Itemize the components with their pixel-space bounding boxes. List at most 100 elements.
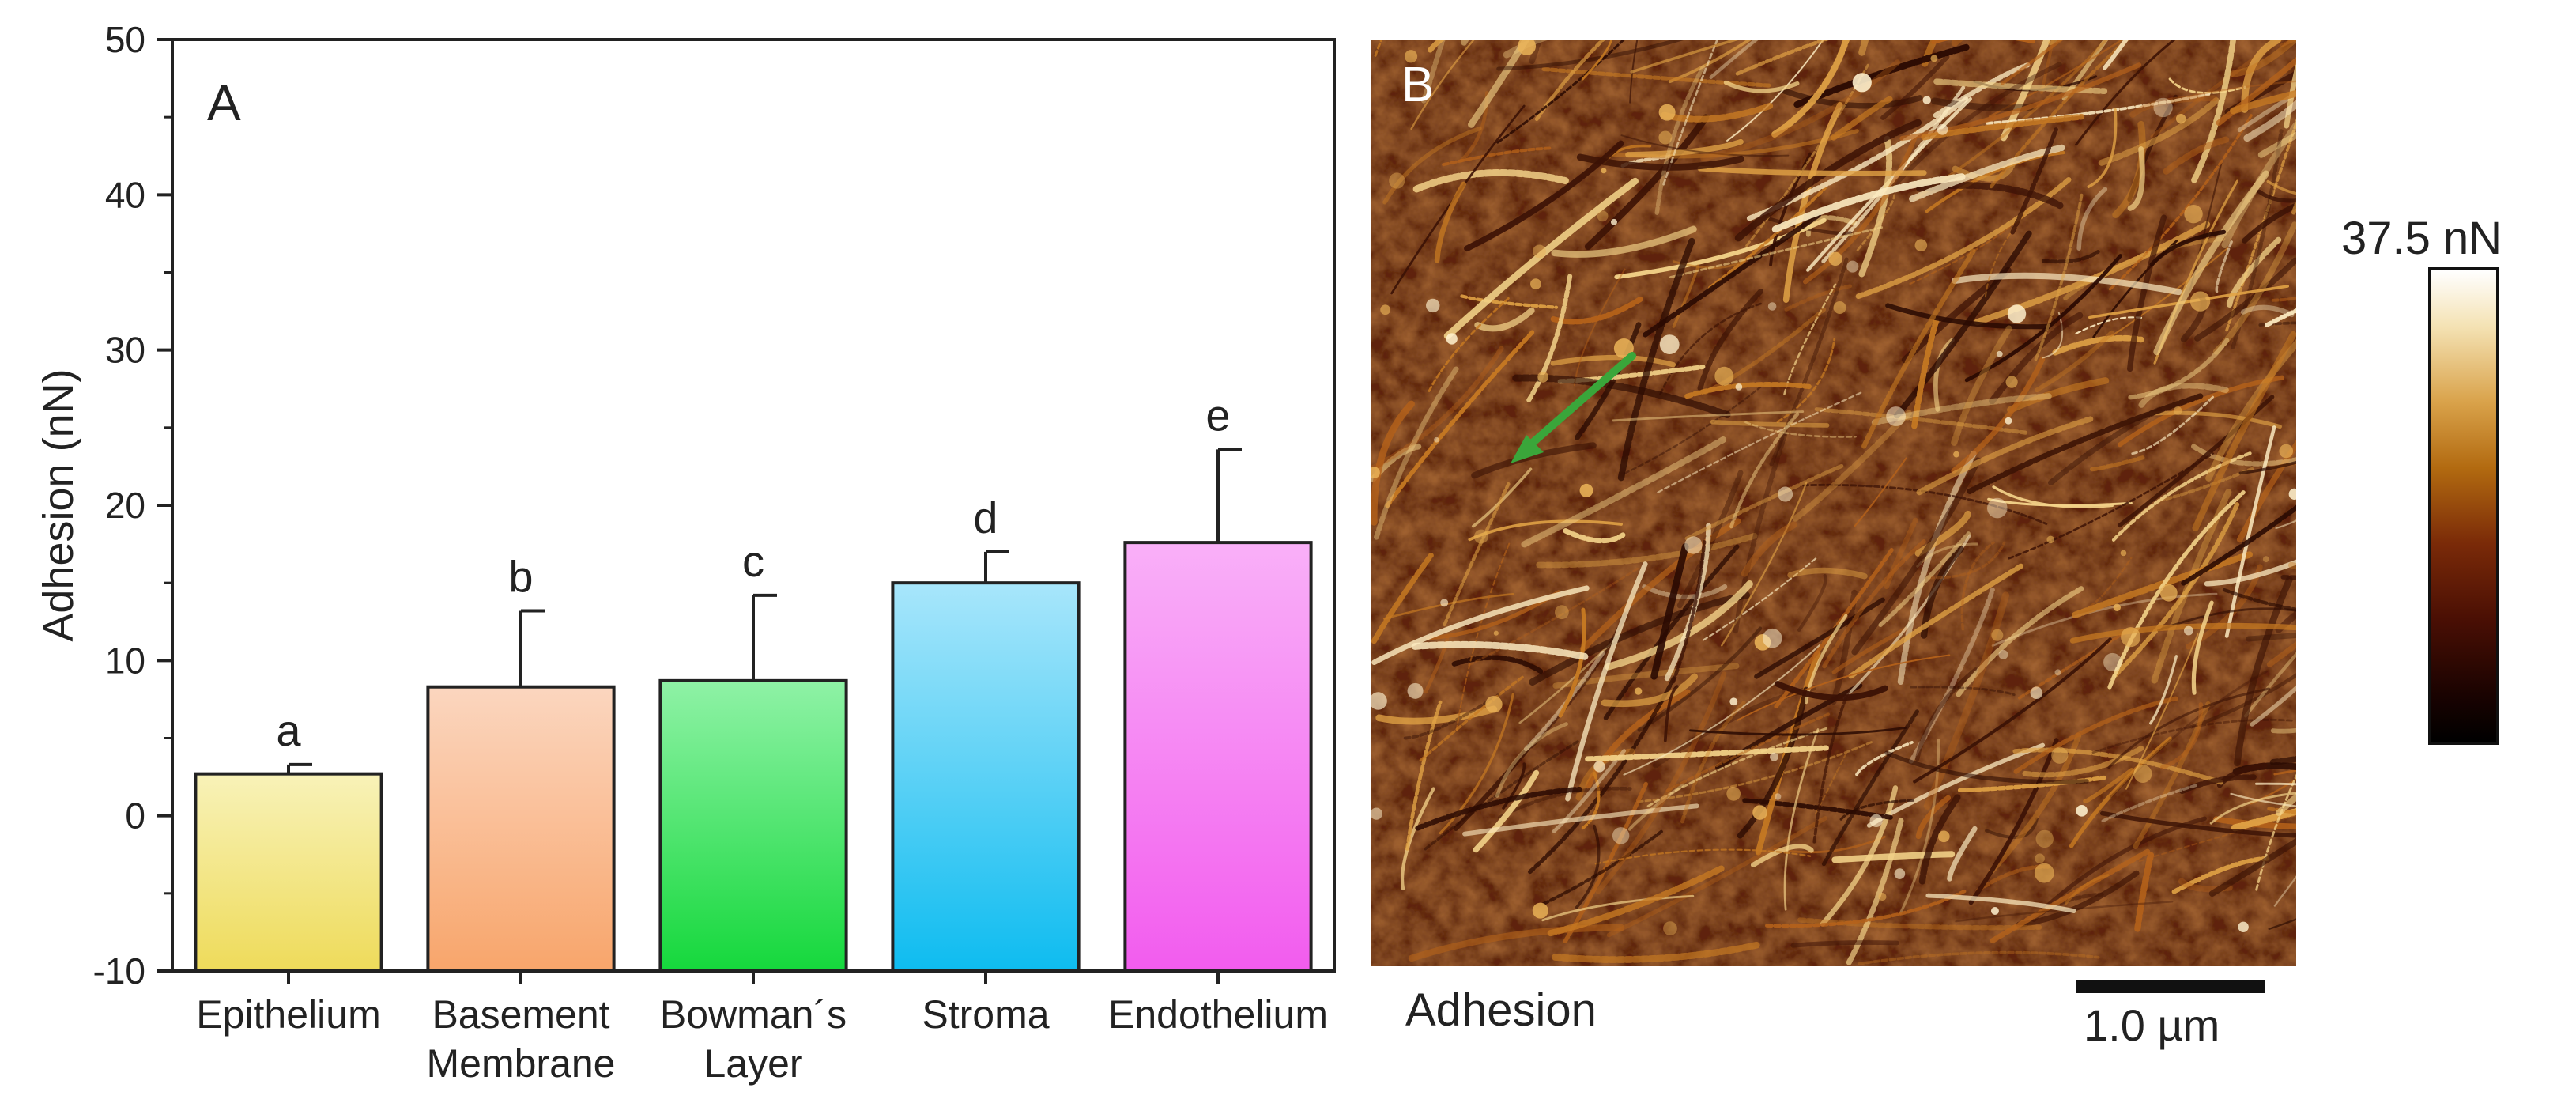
fiber-374 (2273, 875, 2296, 907)
fiber-350 (1424, 636, 1450, 694)
fiber-142 (2243, 652, 2296, 718)
fiber-418 (1951, 325, 2012, 446)
bright-spot-48 (1658, 130, 1673, 145)
fiber-339 (2149, 229, 2227, 267)
fiber-289 (1967, 392, 2205, 494)
bright-spot-13 (1371, 692, 1387, 710)
fiber-251 (1462, 803, 1699, 837)
bright-spot-4 (2007, 304, 2027, 323)
fiber-93 (1733, 430, 1788, 634)
fiber-291 (1848, 563, 2024, 679)
fiber-272 (1765, 889, 1967, 928)
bright-spot-15 (1404, 50, 1418, 63)
bright-spot-37 (1914, 239, 1928, 252)
fiber-27 (1947, 826, 1978, 882)
bright-spot-28 (2035, 829, 2054, 848)
fiber-394 (2209, 792, 2296, 825)
fiber-368 (1769, 256, 1850, 467)
fiber-56 (1550, 354, 1676, 368)
fiber-412 (1612, 410, 1805, 422)
fiber-68 (2242, 202, 2296, 244)
fiber-396 (2013, 696, 2178, 774)
fiber-257 (1585, 745, 1829, 762)
bright-spot-11 (1597, 210, 1609, 222)
fiber-153 (1518, 640, 1615, 724)
fiber-229 (2179, 774, 2257, 795)
bright-spot-24 (1774, 793, 1782, 800)
fiber-155 (1473, 769, 1540, 853)
y-tick-label-4: 30 (105, 330, 145, 371)
bright-spot-46 (2175, 113, 2186, 124)
y-tick-label-6: 50 (105, 19, 145, 60)
bright-spot-32 (2051, 746, 2069, 764)
fiber-306 (1797, 573, 1827, 633)
fiber-356 (1734, 119, 1922, 242)
fiber-88 (2063, 236, 2227, 300)
fiber-256 (1884, 750, 2089, 784)
bright-spot-70 (2288, 488, 2296, 501)
fiber-134 (1992, 485, 2114, 508)
fiber-386 (1960, 541, 1995, 631)
bright-spot-26 (1726, 786, 1741, 801)
fiber-361 (2271, 297, 2296, 302)
fiber-398 (1464, 140, 1624, 252)
fiber-358 (2129, 95, 2218, 118)
fiber-86 (2227, 236, 2282, 308)
bright-spot-45 (1579, 483, 1593, 497)
bright-spot-73 (2238, 921, 2249, 932)
fiber-403 (1630, 40, 1741, 74)
colorbar (2428, 267, 2499, 745)
fiber-101 (1914, 667, 1978, 761)
green-arrow (1511, 352, 1636, 463)
bright-spot-80 (1485, 695, 1503, 713)
fiber-321 (1547, 865, 1725, 937)
fiber-64 (1563, 528, 1627, 544)
fiber-133 (1741, 521, 1798, 577)
fiber-393 (2265, 308, 2296, 327)
x-tick-label-4: Endothelium (1108, 992, 1328, 1037)
fiber-247 (2075, 40, 2177, 146)
fiber-414 (2149, 655, 2178, 725)
fiber-171 (2236, 440, 2296, 543)
fiber-419 (1689, 726, 1907, 736)
fiber-402 (1744, 421, 1857, 438)
fiber-277 (1851, 457, 1982, 656)
fiber-282 (2107, 687, 2271, 769)
fiber-336 (1646, 727, 1829, 807)
bar-2 (658, 678, 848, 973)
bright-spot-87 (1446, 333, 1458, 345)
fiber-222 (1542, 829, 1663, 905)
bright-spot-27 (2030, 686, 2043, 700)
fiber-22 (1528, 674, 1677, 875)
fiber-366 (1697, 165, 1927, 176)
fiber-327 (1551, 225, 1697, 258)
fiber-57 (1776, 338, 1836, 423)
fiber-377 (1443, 482, 1511, 627)
fiber-284 (2240, 304, 2295, 318)
fiber-406 (2008, 452, 2214, 560)
fiber-375 (1684, 382, 1813, 399)
fiber-12 (1915, 795, 1952, 840)
fiber-290 (1703, 307, 1827, 395)
fiber-254 (1428, 297, 1510, 392)
bright-spot-61 (1714, 366, 1734, 386)
fiber-129 (1496, 40, 1687, 71)
fiber-378 (1415, 786, 1582, 831)
bright-spot-88 (1518, 40, 1537, 55)
bright-spot-41 (1684, 536, 1703, 554)
fiber-106 (1988, 40, 2125, 118)
bright-spot-53 (1937, 123, 1948, 135)
fiber-9 (2113, 501, 2240, 678)
fiber-169 (2267, 807, 2296, 814)
fiber-405 (2069, 622, 2296, 644)
fiber-328 (1680, 701, 1746, 824)
arrow-shaft (1518, 352, 1636, 456)
fiber-409 (1581, 40, 1613, 81)
fiber-53 (1536, 532, 1759, 569)
image-caption: Adhesion (1405, 984, 1597, 1036)
bright-spot-2 (2153, 97, 2173, 118)
fiber-383 (1419, 674, 1526, 762)
bright-spot-69 (1554, 605, 1569, 620)
fiber-30 (2266, 640, 2296, 667)
bright-spot-60 (1987, 497, 2008, 519)
